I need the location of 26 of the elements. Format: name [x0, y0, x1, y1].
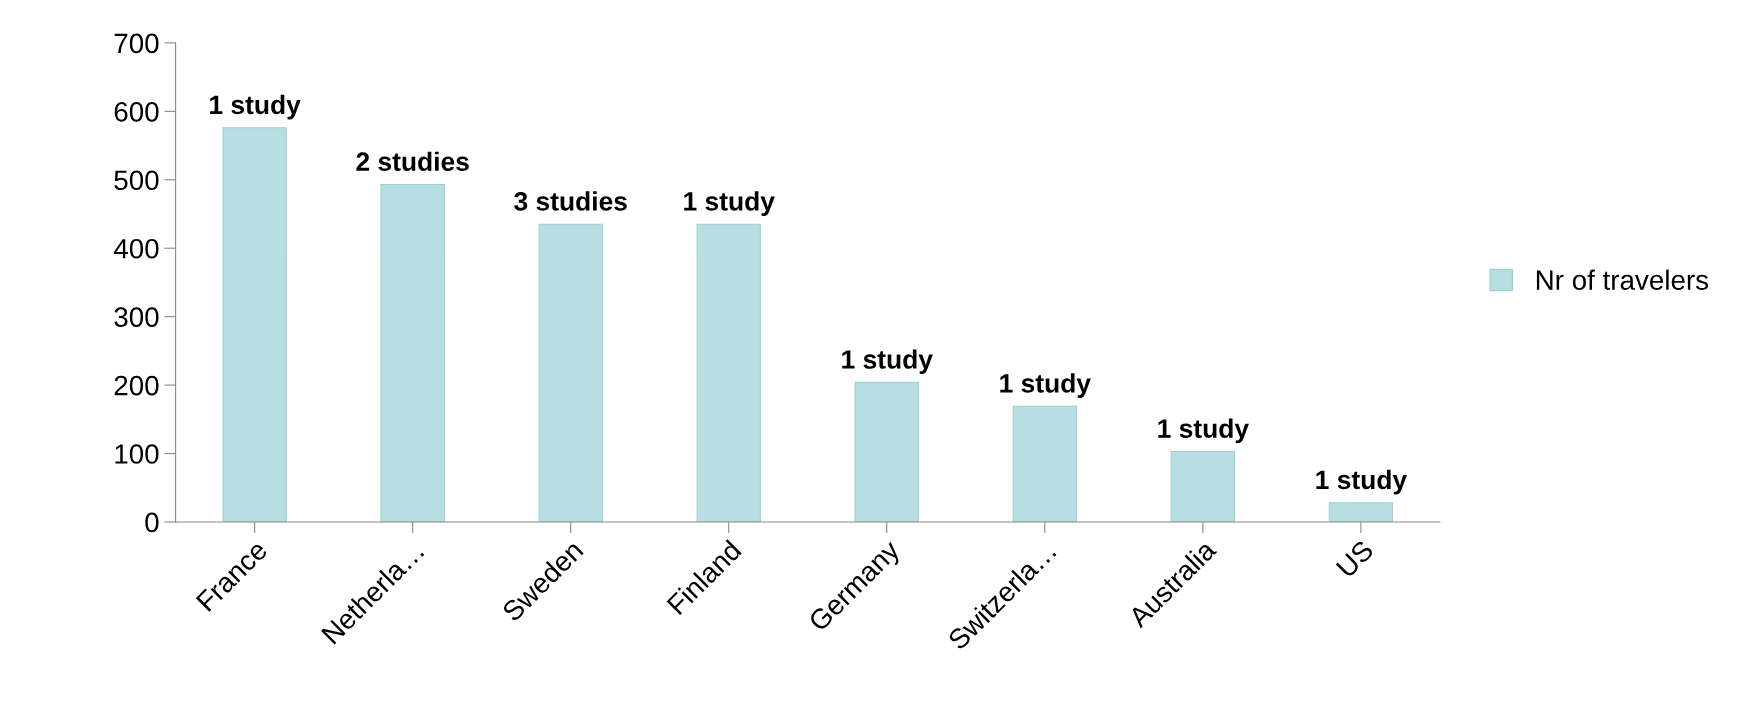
bar: [380, 184, 445, 522]
bar: [1328, 502, 1394, 522]
bar: [696, 223, 761, 522]
annotation: 1 study: [1158, 418, 1249, 444]
bar: [222, 127, 287, 522]
annotation: 1 study: [210, 94, 301, 120]
y-tick-label: 700: [114, 33, 159, 54]
annotation: 1 study: [684, 191, 775, 216]
annotation: 3 studies: [514, 191, 627, 211]
bar: [854, 381, 919, 522]
legend-label: Nr of travelers: [1536, 269, 1709, 290]
y-tick-label: 400: [113, 238, 159, 259]
y-tick-label: 500: [114, 170, 159, 191]
annotation: 1 study: [842, 349, 933, 375]
bar: [1170, 450, 1236, 522]
y-tick-label: 0: [145, 512, 159, 533]
y-tick-label: 100: [115, 444, 159, 464]
annotation: 2 studies: [356, 151, 469, 172]
annotation: 1 study: [1000, 373, 1091, 398]
y-tick-label: 600: [114, 102, 159, 122]
bar: [538, 223, 603, 522]
y-tick-label: 200: [114, 375, 159, 396]
annotation: 1 study: [1316, 469, 1407, 495]
y-tick-label: 300: [114, 307, 159, 327]
bar: [1012, 405, 1077, 522]
x-tick-label: US: [1335, 539, 1375, 579]
